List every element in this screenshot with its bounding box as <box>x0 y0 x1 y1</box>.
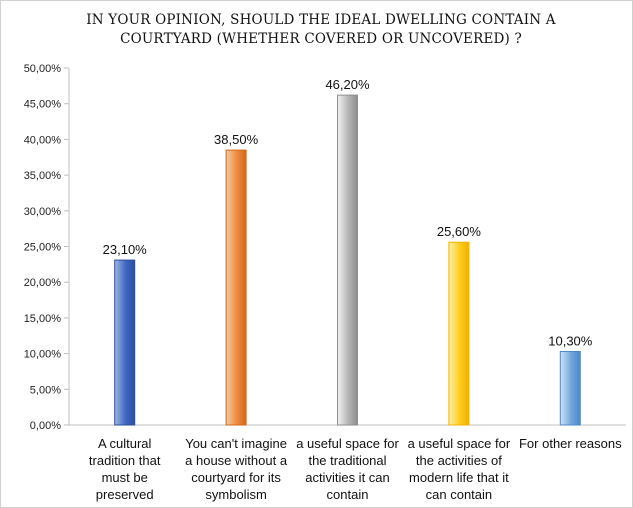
category-label-line: For other reasons <box>518 436 622 451</box>
category-label-line: activities it can <box>305 470 390 485</box>
category-label-line: contain <box>326 487 369 502</box>
bar <box>559 350 581 426</box>
bar <box>337 94 358 426</box>
data-label: 38,50% <box>214 132 259 147</box>
category-label-line: modern life that it <box>409 470 509 485</box>
bar <box>448 241 470 426</box>
category-label-line: A cultural <box>97 436 152 451</box>
category-label: A cultural tradition that must be preserved <box>61 435 189 503</box>
category-label-line: can contain <box>425 487 493 502</box>
chart-title-line-1: IN YOUR OPINION, SHOULD THE IDEAL DWELLI… <box>86 12 556 28</box>
category-label-line: courtyard for its <box>191 470 281 485</box>
category-label: For other reasons <box>506 435 633 452</box>
y-tick-label: 5,00% <box>30 384 61 396</box>
data-label: 23,10% <box>103 242 148 257</box>
y-tick-label: 25,00% <box>24 242 62 254</box>
category-label-line: symbolism <box>205 487 267 502</box>
category-label-line: tradition that <box>88 453 161 468</box>
y-tick-label: 35,00% <box>24 170 62 182</box>
data-label: 25,60% <box>437 224 482 239</box>
category-label-line: must be <box>101 470 148 485</box>
category-label-line: a useful space for <box>407 436 511 451</box>
chart-title-line-2: COURTYARD (WHETHER COVERED OR UNCOVERED)… <box>120 31 522 47</box>
data-label: 46,20% <box>325 77 370 92</box>
category-label-line: a useful space for <box>296 436 399 451</box>
bar <box>114 259 136 426</box>
category-label-line: a house without a <box>185 453 288 468</box>
y-tick-label: 50,00% <box>24 63 62 75</box>
y-tick-label: 10,00% <box>24 349 62 361</box>
category-label-line: You can't imagine <box>185 436 287 451</box>
y-tick-label: 15,00% <box>24 313 62 325</box>
y-tick-label: 0,00% <box>30 420 61 432</box>
y-tick-label: 40,00% <box>24 134 62 146</box>
category-label-line: the activities of <box>415 453 502 468</box>
data-label: 10,30% <box>548 333 593 348</box>
chart-title: IN YOUR OPINION, SHOULD THE IDEAL DWELLI… <box>21 11 621 49</box>
category-label-line: preserved <box>95 487 154 502</box>
category-label: a useful space for the traditional activit… <box>284 435 412 503</box>
y-tick-label: 30,00% <box>24 206 62 218</box>
y-tick-label: 45,00% <box>24 99 62 111</box>
category-label: You can't imagine a house without a courty… <box>172 435 300 503</box>
category-label-line: the traditional <box>308 453 387 468</box>
bar <box>225 149 247 426</box>
y-tick-label: 20,00% <box>24 277 62 289</box>
category-label: a useful space for the activities of moder… <box>395 435 523 503</box>
